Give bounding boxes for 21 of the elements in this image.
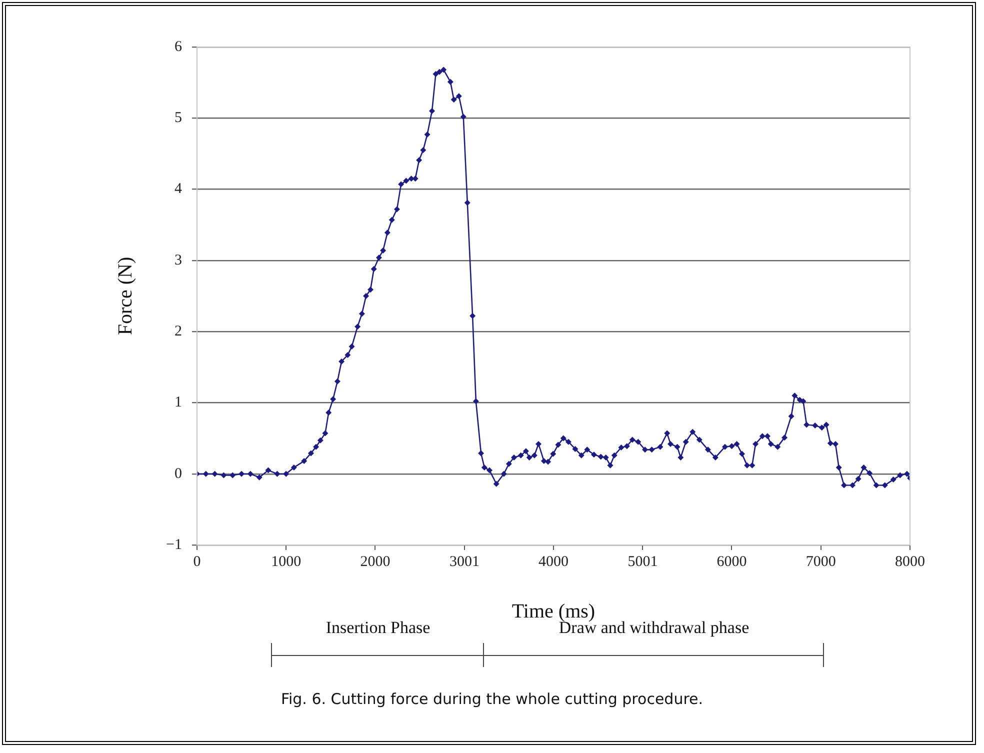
x-axis-title: Time (ms) xyxy=(512,600,596,622)
x-tick-label: 4000 xyxy=(538,554,568,570)
caption: Fig. 6. Cutting force during the whole cutting procedure. xyxy=(280,690,704,708)
x-tick-label: 8000 xyxy=(895,554,925,570)
x-tick-label: 2000 xyxy=(360,554,390,570)
y-tick-label: 5 xyxy=(174,110,182,126)
y-tick-label: −1 xyxy=(166,536,182,553)
x-tick-label: 0 xyxy=(193,554,201,570)
y-tick-label: 1 xyxy=(174,394,182,411)
y-tick-label: 2 xyxy=(174,324,182,340)
x-tick-label: 5001 xyxy=(628,554,658,570)
y-tick-label: 6 xyxy=(174,38,182,55)
x-tick-label: 3001 xyxy=(449,554,480,570)
y-tick-label: 3 xyxy=(174,252,182,268)
y-tick-label: 0 xyxy=(174,466,182,482)
y-axis-title: Force (N) xyxy=(114,256,136,336)
text: Insertion Phase xyxy=(324,618,432,638)
y-tick-label: 4 xyxy=(174,181,182,198)
x-tick-label: 7000 xyxy=(806,554,836,570)
x-tick-label: 1000 xyxy=(271,554,302,570)
x-tick-label: 6000 xyxy=(716,554,747,570)
